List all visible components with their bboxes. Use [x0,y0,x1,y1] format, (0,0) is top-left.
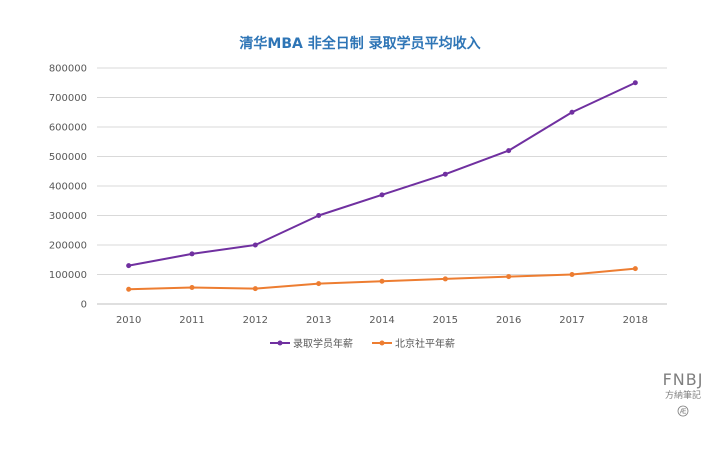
y-tick-label: 500000 [49,152,87,163]
data-point-series-2 [569,272,575,277]
watermark-subtitle: 方納筆記 [665,389,701,401]
legend-item-series-1: 录取学员年薪 [270,337,353,350]
series-group [126,80,638,292]
legend-label: 录取学员年薪 [293,337,353,350]
legend-label: 北京社平年薪 [395,337,455,350]
x-tick-label: 2013 [306,315,331,326]
data-point-series-2 [189,284,195,290]
watermark-seal-icon [677,405,689,417]
x-tick-label: 2017 [559,315,584,326]
data-point-series-2 [506,274,512,280]
data-point-series-2 [316,281,322,287]
x-tick-label: 2015 [433,315,458,326]
data-point-series-2 [379,278,385,284]
watermark-logo: FNBJ 方納筆記 Æ [663,370,704,417]
x-tick-label: 2010 [116,315,141,326]
y-tick-label: 200000 [49,241,87,252]
chart-title: 清华MBA 非全日制 录取学员平均收入 [239,35,480,52]
legend-item-series-2: 北京社平年薪 [372,337,455,350]
data-point-series-2 [632,266,638,272]
y-tick-label: 600000 [49,123,87,134]
data-point-series-1 [569,109,575,115]
data-point-series-1 [506,148,512,154]
y-axis: 0 100000 200000 300000 400000 500000 600000 700… [49,64,87,311]
data-point-series-1 [189,251,195,257]
y-tick-label: 0 [81,300,87,311]
y-tick-label: 400000 [49,182,87,193]
x-tick-label: 2014 [369,315,394,326]
series-line-1 [128,81,636,267]
legend-swatch-marker [379,340,385,346]
watermark-brand: FNBJ [663,370,704,389]
x-tick-label: 2012 [243,315,268,326]
legend: 录取学员年薪 北京社平年薪 [270,337,455,350]
data-point-series-2 [126,286,132,292]
data-point-series-1 [126,263,132,269]
data-point-series-1 [252,242,258,248]
x-axis: 2010 2011 2012 2013 2014 2015 2016 2017 2018 [116,315,648,326]
gridlines [97,67,667,305]
data-point-series-1 [442,171,448,177]
y-tick-label: 100000 [49,270,87,281]
y-tick-label: 300000 [49,211,87,222]
x-tick-label: 2016 [496,315,521,326]
data-point-series-1 [632,80,638,86]
watermark-seal-text: Æ [680,408,687,416]
x-tick-label: 2018 [623,315,648,326]
data-point-series-1 [379,192,385,198]
data-point-series-2 [442,276,448,282]
y-tick-label: 800000 [49,64,87,75]
data-point-series-2 [252,286,258,292]
y-tick-label: 700000 [49,93,87,104]
data-point-series-1 [316,213,322,218]
x-tick-label: 2011 [179,315,204,326]
legend-swatch-marker [277,340,283,346]
